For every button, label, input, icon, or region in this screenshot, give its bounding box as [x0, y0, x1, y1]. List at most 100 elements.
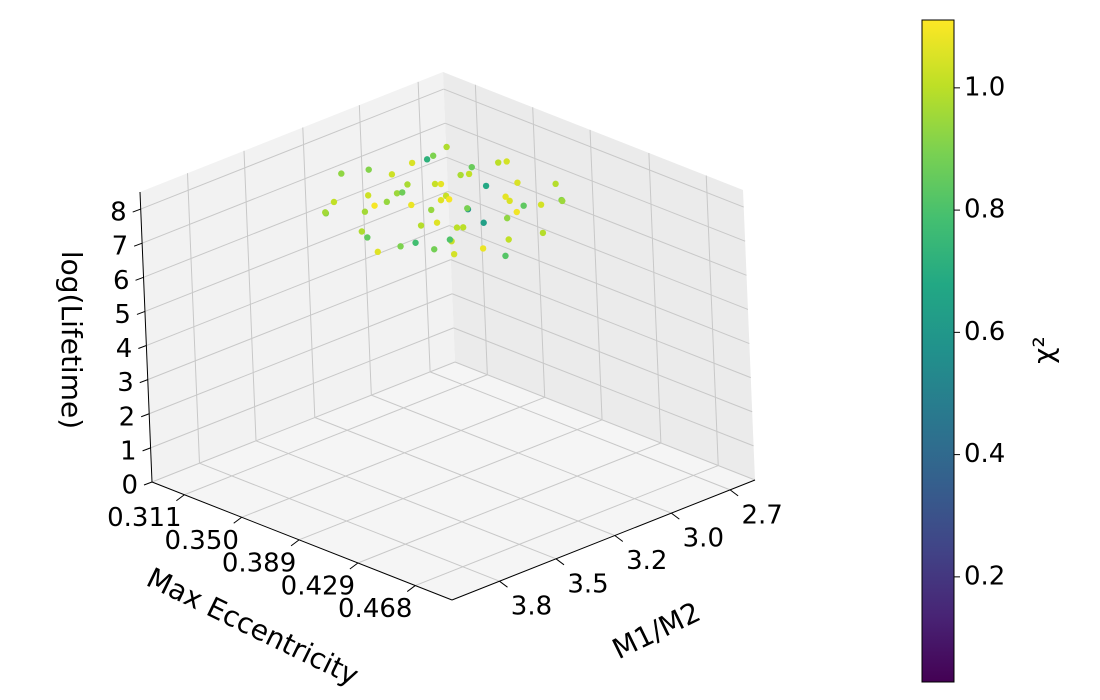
point [445, 196, 453, 203]
point [539, 229, 547, 237]
tick-mark [138, 345, 147, 349]
colorbar-tick-label: 0.4 [964, 439, 1005, 469]
point [330, 198, 338, 206]
point [383, 198, 391, 206]
grid-line [148, 293, 453, 415]
grid-line [532, 107, 546, 398]
x-tick-label: 2.7 [741, 500, 782, 530]
colorbar-label: χ² [1027, 336, 1060, 363]
grid-line [302, 127, 316, 418]
grid-line [454, 361, 756, 481]
grid-line [140, 88, 444, 210]
x-tick-label: 3.8 [511, 592, 552, 622]
grid-line [474, 84, 488, 375]
z-axis-label: log(Lifetime) [55, 251, 88, 429]
left-pane [140, 72, 455, 482]
grid-line [144, 190, 449, 312]
grid-line [444, 122, 746, 242]
grid-line [150, 327, 454, 449]
z-tick-label: 8 [110, 198, 127, 228]
grid-line [415, 465, 719, 587]
grid-line [147, 259, 451, 381]
grid-line [417, 81, 431, 372]
point [408, 159, 416, 167]
grid-line [443, 88, 744, 208]
grid-line [243, 150, 257, 441]
point [437, 196, 445, 204]
point [502, 193, 509, 200]
point [412, 239, 419, 246]
point [338, 170, 345, 177]
grid-line [255, 440, 557, 560]
grid-line [186, 173, 200, 464]
tick-mark [290, 539, 300, 547]
point [506, 197, 513, 205]
grid-line [371, 394, 672, 514]
grid-line [143, 156, 447, 278]
z-tick-label: 0 [121, 471, 138, 501]
y-tick-label: 0.468 [338, 594, 412, 624]
x-tick-label: 3.0 [683, 524, 724, 554]
grid-line [184, 374, 488, 496]
point [503, 158, 510, 165]
grid-line [141, 122, 446, 244]
point [428, 206, 435, 214]
point [397, 243, 404, 250]
grid-line [241, 396, 545, 518]
tick-mark [141, 413, 150, 418]
point [520, 202, 527, 209]
axis-line [451, 479, 756, 601]
grid-line [298, 419, 603, 541]
point [364, 234, 371, 241]
tick-mark [233, 516, 243, 524]
point [408, 201, 415, 209]
point [482, 182, 490, 190]
point [479, 245, 487, 252]
tick-mark [132, 208, 141, 213]
point [503, 214, 511, 222]
grid-line [429, 371, 731, 491]
point [423, 156, 431, 163]
tick-mark [729, 489, 739, 497]
point [468, 163, 475, 171]
tick-mark [349, 562, 359, 570]
grid-line [453, 327, 754, 447]
point [371, 202, 378, 209]
point [450, 250, 458, 258]
grid-line [648, 152, 662, 444]
point [453, 224, 461, 231]
tick-mark [136, 310, 146, 315]
colorbar-tick-label: 0.8 [964, 195, 1005, 225]
grid-line [151, 361, 456, 483]
point [358, 228, 366, 235]
point [388, 171, 396, 178]
z-tick-label: 5 [114, 300, 131, 330]
point [537, 201, 545, 208]
grid-line [705, 175, 719, 466]
point [431, 180, 439, 188]
y-tick-label: 0.389 [222, 548, 296, 578]
point [431, 246, 438, 253]
grid-line [449, 225, 750, 344]
point [552, 180, 559, 188]
x-tick-label: 3.2 [626, 546, 667, 576]
point [559, 197, 566, 205]
point [513, 208, 520, 216]
tick-mark [142, 447, 151, 452]
z-tick-label: 7 [112, 232, 129, 262]
point [480, 219, 487, 226]
z-tick-label: 1 [120, 436, 137, 466]
colorbar-tick-label: 1.0 [964, 72, 1005, 102]
tick-mark [133, 242, 143, 247]
point [322, 209, 329, 216]
point [457, 171, 464, 179]
tick-mark [139, 379, 148, 384]
tick-mark [406, 585, 416, 592]
point [446, 236, 454, 243]
tick-mark [135, 276, 144, 281]
point [464, 205, 471, 212]
point [443, 143, 450, 151]
grid-line [450, 259, 751, 379]
y-tick-label: 0.429 [281, 571, 355, 601]
